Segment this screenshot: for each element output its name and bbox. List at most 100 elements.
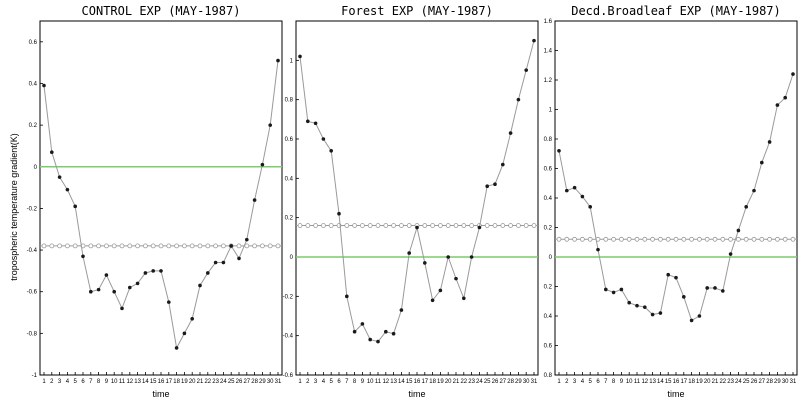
- x-tick-label: 24: [476, 379, 483, 385]
- mean-marker: [313, 223, 319, 228]
- y-tick-label: -0.4: [27, 248, 38, 254]
- x-tick-label: 2: [306, 379, 310, 385]
- data-point: [352, 329, 357, 334]
- mean-marker: [320, 223, 326, 228]
- mean-marker: [189, 243, 195, 249]
- mean-marker: [430, 223, 436, 228]
- data-point: [268, 123, 273, 127]
- data-point: [399, 308, 404, 312]
- x-tick-label: 26: [492, 379, 499, 385]
- data-point: [252, 198, 257, 202]
- x-tick-label: 5: [589, 379, 593, 385]
- x-tick-label: 8: [97, 379, 101, 385]
- series-line: [558, 73, 794, 322]
- x-tick-label: 4: [581, 379, 585, 385]
- y-tick-label: 0.4: [29, 81, 38, 87]
- plot-frame: [554, 20, 798, 376]
- y-tick-label: 0.6: [544, 167, 553, 173]
- data-point: [604, 287, 608, 292]
- x-tick-label: 7: [604, 379, 608, 385]
- mean-marker: [650, 236, 655, 242]
- y-tick-label: 0.4: [544, 314, 553, 320]
- mean-marker: [391, 223, 397, 228]
- mean-marker: [782, 236, 788, 242]
- x-tick-label: 1: [298, 379, 302, 385]
- mean-marker: [267, 243, 273, 249]
- mean-marker: [689, 236, 694, 242]
- mean-marker: [697, 236, 702, 242]
- mean-marker: [790, 236, 796, 242]
- x-axis-label: time: [667, 389, 684, 399]
- data-point: [516, 97, 521, 102]
- x-tick-label: 21: [712, 379, 719, 385]
- data-point: [167, 300, 171, 304]
- mean-marker: [297, 223, 303, 228]
- data-point: [728, 252, 733, 256]
- data-point: [643, 305, 647, 309]
- chart-title: Forest EXP (MAY-1987): [341, 4, 493, 18]
- x-tick-label: 15: [406, 379, 413, 385]
- x-tick-label: 25: [484, 379, 491, 385]
- data-point: [588, 205, 592, 209]
- mean-marker: [49, 243, 55, 249]
- data-point: [532, 38, 536, 43]
- x-tick-label: 21: [453, 379, 460, 385]
- x-tick-label: 20: [445, 379, 452, 385]
- data-point: [313, 121, 318, 126]
- data-point: [190, 316, 194, 321]
- y-tick-label: 1.6: [544, 19, 553, 25]
- mean-marker: [728, 236, 733, 242]
- mean-marker: [665, 236, 671, 242]
- x-tick-label: 12: [641, 379, 648, 385]
- mean-marker: [642, 236, 648, 242]
- x-tick-label: 16: [414, 379, 421, 385]
- mean-marker: [564, 236, 570, 242]
- y-tick-label: 0.2: [544, 285, 553, 291]
- x-tick-label: 27: [499, 379, 506, 385]
- mean-marker: [111, 243, 117, 249]
- x-tick-label: 14: [657, 379, 664, 385]
- x-tick-label: 5: [330, 379, 334, 385]
- x-tick-label: 3: [58, 379, 62, 385]
- data-point: [120, 306, 124, 311]
- data-point: [104, 273, 109, 277]
- mean-marker: [531, 223, 537, 228]
- mean-marker: [406, 223, 412, 228]
- data-point: [384, 329, 388, 334]
- mean-marker: [422, 223, 428, 228]
- data-point: [557, 149, 561, 153]
- x-tick-label: 20: [704, 379, 711, 385]
- data-point: [57, 175, 62, 179]
- data-point: [112, 289, 116, 294]
- x-tick-label: 30: [782, 379, 789, 385]
- plot-frame: [295, 20, 539, 376]
- mean-marker: [626, 236, 632, 242]
- y-tick-label: -0.2: [283, 294, 294, 300]
- x-tick-label: 30: [523, 379, 530, 385]
- x-tick-label: 3: [573, 379, 577, 385]
- chart-title: CONTROL EXP (MAY-1987): [82, 4, 241, 18]
- x-tick-label: 20: [189, 379, 196, 385]
- x-tick-label: 15: [150, 379, 157, 385]
- y-tick-label: -1: [32, 373, 38, 379]
- x-tick-label: 29: [515, 379, 522, 385]
- x-tick-label: 11: [375, 379, 382, 385]
- data-point: [221, 260, 226, 265]
- data-point: [635, 303, 639, 308]
- data-point: [619, 287, 624, 292]
- x-tick-label: 26: [236, 379, 243, 385]
- mean-marker: [328, 223, 334, 228]
- x-tick-label: 14: [398, 379, 405, 385]
- data-point: [415, 225, 419, 230]
- data-point: [198, 283, 202, 288]
- data-point: [128, 285, 132, 290]
- mean-marker: [398, 223, 404, 228]
- mean-marker: [41, 243, 47, 249]
- mean-marker: [174, 243, 180, 249]
- data-point: [775, 103, 780, 107]
- x-axis-label: time: [408, 389, 425, 399]
- mean-marker: [681, 236, 687, 242]
- x-tick-label: 11: [634, 379, 641, 385]
- mean-marker: [104, 243, 109, 249]
